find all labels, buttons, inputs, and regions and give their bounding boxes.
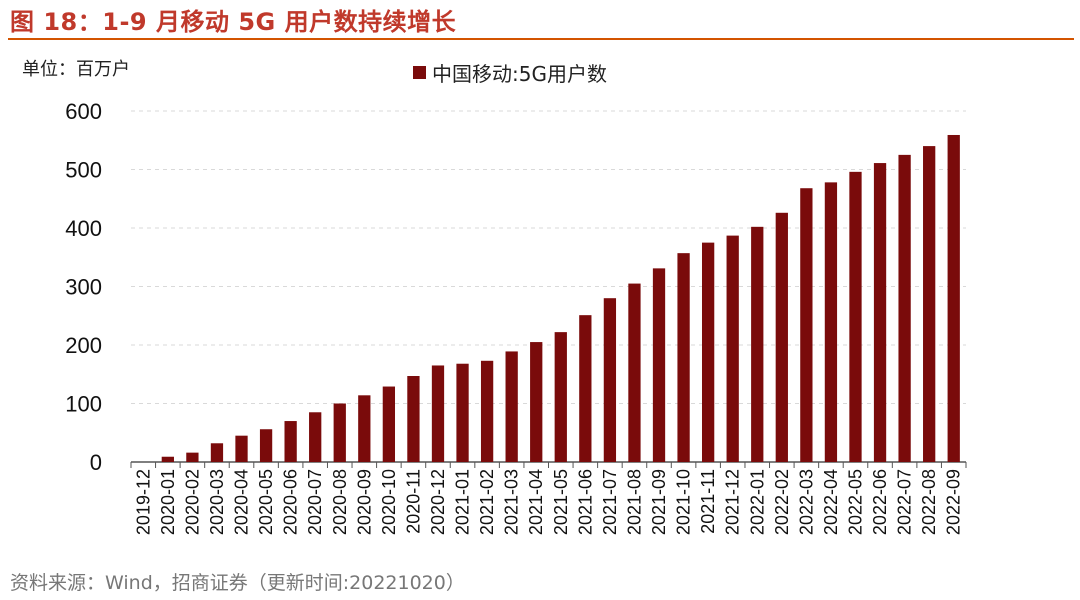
y-tick-label: 200 — [65, 333, 102, 358]
x-tick-label: 2021-05 — [551, 469, 571, 535]
x-tick-label: 2021-12 — [723, 469, 743, 535]
figure-title: 图 18：1-9 月移动 5G 用户数持续增长 — [10, 8, 457, 36]
bar-2021-09 — [652, 268, 666, 462]
x-tick-label: 2020-09 — [354, 469, 374, 535]
bar-2021-04 — [530, 342, 543, 462]
x-tick-label: 2020-11 — [403, 469, 423, 534]
bar-2022-09 — [947, 134, 960, 463]
x-tick-label: 2022-03 — [796, 469, 816, 535]
x-tick-label: 2022-04 — [821, 469, 841, 535]
x-tick-label: 2020-12 — [428, 469, 448, 535]
x-tick-label: 2021-02 — [477, 469, 497, 535]
y-tick-label: 600 — [65, 99, 102, 124]
bar-2022-05 — [849, 171, 862, 462]
x-tick-label: 2021-04 — [526, 469, 546, 535]
bar-2020-07 — [309, 412, 322, 462]
bar-2020-06 — [284, 421, 297, 462]
x-tick-label: 2022-09 — [944, 469, 964, 535]
bar-2022-04 — [824, 182, 838, 462]
x-tick-label: 2020-10 — [379, 469, 399, 535]
x-tick-label: 2021-08 — [624, 469, 644, 535]
x-tick-label: 2020-01 — [158, 469, 178, 535]
bar-2021-08 — [628, 283, 641, 462]
x-tick-label: 2021-06 — [575, 469, 595, 535]
y-tick-label: 300 — [65, 275, 102, 300]
bar-2021-12 — [726, 235, 739, 462]
unit-label: 单位：百万户 — [22, 59, 130, 80]
bar-2022-07 — [898, 154, 911, 462]
y-tick-label: 500 — [65, 158, 102, 183]
bar-2020-01 — [161, 456, 174, 462]
x-tick-label: 2021-09 — [649, 469, 669, 535]
x-tick-label: 2020-04 — [232, 469, 252, 535]
x-tick-label: 2022-01 — [747, 469, 767, 535]
legend-swatch — [413, 66, 426, 79]
bar-2021-11 — [701, 242, 715, 462]
x-tick-label: 2020-08 — [330, 469, 350, 535]
x-tick-label: 2020-07 — [305, 469, 325, 535]
bar-2021-03 — [505, 351, 518, 462]
bar-2020-10 — [382, 386, 396, 462]
bar-2022-08 — [923, 146, 936, 462]
x-tick-label: 2019-12 — [133, 469, 153, 535]
bar-2021-05 — [554, 332, 567, 462]
x-tick-label: 2021-01 — [453, 469, 473, 535]
bar-2020-02 — [186, 452, 199, 462]
legend-label: 中国移动:5G用户数 — [432, 62, 607, 86]
bar-2020-04 — [235, 435, 248, 462]
bar-2021-02 — [480, 360, 494, 462]
x-tick-label: 2021-03 — [502, 469, 522, 535]
title-divider — [8, 38, 1074, 40]
bar-2020-08 — [333, 403, 346, 462]
bar-2020-11 — [407, 376, 420, 462]
x-tick-label: 2022-08 — [919, 469, 939, 535]
x-tick-label: 2021-11 — [698, 469, 718, 534]
bar-2021-07 — [603, 298, 617, 462]
x-tick-label: 2020-05 — [256, 469, 276, 535]
bar-2022-01 — [751, 226, 764, 462]
x-tick-label: 2022-05 — [845, 469, 865, 535]
y-tick-label: 400 — [65, 216, 102, 241]
bar-2021-01 — [456, 363, 469, 462]
bar-2022-03 — [800, 188, 813, 462]
bar-2022-02 — [775, 212, 788, 462]
x-tick-label: 2022-02 — [772, 469, 792, 535]
x-tick-label: 2022-06 — [870, 469, 890, 535]
bar-2021-10 — [677, 253, 690, 462]
x-tick-label: 2022-07 — [895, 469, 915, 535]
x-tick-label: 2021-10 — [674, 469, 694, 535]
x-tick-label: 2020-03 — [207, 469, 227, 535]
chart-legend: 中国移动:5G用户数 — [413, 58, 607, 87]
source-note: 资料来源：Wind，招商证券（更新时间:20221020） — [10, 572, 465, 594]
bar-2020-05 — [259, 429, 273, 462]
bar-2020-03 — [210, 443, 224, 462]
x-tick-label: 2020-06 — [281, 469, 301, 535]
x-tick-label: 2020-02 — [182, 469, 202, 535]
bar-2022-06 — [873, 163, 887, 462]
x-tick-label: 2021-07 — [600, 469, 620, 535]
y-tick-label: 100 — [65, 392, 102, 417]
y-tick-label: 0 — [90, 450, 102, 475]
bar-2021-06 — [579, 315, 592, 462]
bar-2020-09 — [358, 395, 371, 462]
bar-2020-12 — [431, 365, 445, 462]
